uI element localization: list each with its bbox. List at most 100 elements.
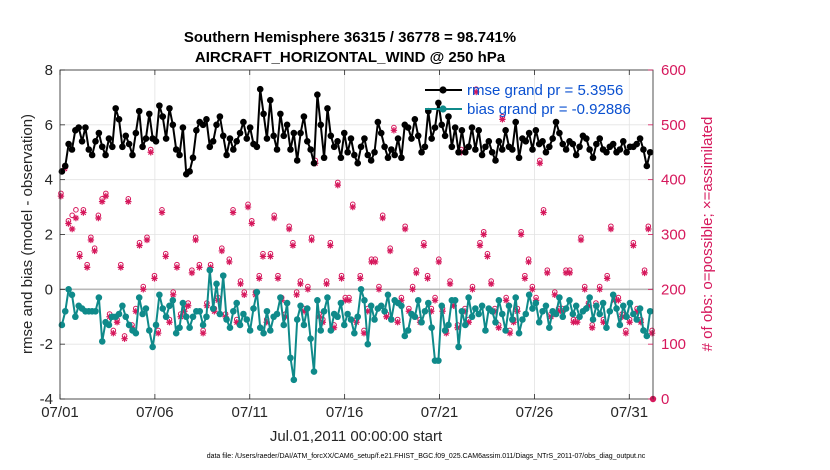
obs-assimilated-marker: [304, 286, 312, 293]
right-y-tick-label: 500: [661, 117, 686, 134]
bias-point: [582, 305, 590, 312]
bias-point: [206, 266, 214, 274]
obs-assimilated-marker: [132, 308, 139, 315]
obs-possible-marker: [69, 212, 75, 219]
rmse-point: [562, 146, 570, 153]
bias-point: [599, 299, 607, 307]
obs-assimilated-marker: [364, 308, 371, 315]
obs-assimilated-marker: [125, 198, 132, 205]
rmse-point: [596, 135, 604, 142]
rmse-point: [549, 135, 556, 142]
legend-rmse-label: rmse grand pr = 5.3956: [467, 82, 623, 99]
rmse-point: [428, 135, 435, 142]
rmse-point: [643, 162, 651, 170]
rmse-point: [616, 146, 624, 153]
obs-assimilated-marker: [379, 214, 386, 222]
bias-point: [451, 297, 459, 304]
obs-assimilated-marker: [199, 330, 207, 337]
obs-assimilated-marker: [300, 308, 308, 315]
bias-point: [458, 307, 466, 315]
x-tick-label: 07/16: [326, 404, 364, 421]
bias-point: [418, 318, 425, 326]
bias-point: [179, 299, 187, 307]
obs-assimilated-marker: [484, 253, 491, 260]
obs-assimilated-marker: [229, 209, 237, 216]
obs-assimilated-marker: [409, 286, 416, 293]
rmse-point: [277, 110, 284, 118]
rmse-point: [576, 143, 583, 151]
rmse-point: [394, 135, 402, 142]
bias-point: [344, 310, 351, 318]
rmse-point: [109, 143, 116, 151]
bias-point: [223, 316, 230, 323]
rmse-point: [361, 135, 368, 142]
bias-point: [293, 316, 301, 323]
bias-point: [616, 321, 624, 329]
left-y-axis-label: rmse and bias (model - observation): [19, 114, 36, 354]
rmse-point: [314, 91, 321, 98]
bias-point: [519, 316, 526, 323]
rmse-point: [525, 129, 533, 137]
rmse-point: [589, 154, 597, 162]
bias-point: [125, 321, 133, 329]
rmse-point: [569, 140, 577, 148]
left-y-tick-label: 8: [45, 62, 53, 79]
bias-point: [633, 316, 641, 323]
bias-point: [303, 305, 311, 312]
bias-point: [263, 307, 271, 315]
obs-assimilated-marker: [188, 269, 196, 277]
obs-assimilated-marker: [544, 269, 551, 277]
rmse-point: [65, 140, 72, 148]
rmse-point: [206, 143, 214, 151]
rmse-point: [156, 102, 163, 109]
obs-assimilated-marker: [622, 330, 630, 337]
rmse-point: [256, 85, 264, 93]
bias-point: [213, 280, 220, 288]
bias-point: [539, 307, 546, 315]
rmse-point: [498, 146, 506, 153]
rmse-point: [283, 121, 291, 129]
rmse-point: [236, 129, 244, 137]
obs-assimilated-marker: [184, 302, 192, 309]
bias-point: [401, 332, 409, 340]
bias-point: [307, 335, 314, 342]
obs-assimilated-marker: [289, 242, 297, 249]
bias-point: [428, 324, 435, 332]
rmse-point: [88, 151, 96, 159]
obs-assimilated-marker: [162, 253, 169, 260]
obs-assimilated-marker: [233, 319, 240, 326]
obs-assimilated-marker: [495, 324, 502, 331]
rmse-point: [556, 129, 563, 137]
left-y-tick-label: 0: [45, 281, 53, 298]
rmse-point: [300, 113, 308, 120]
right-y-tick-label: 0: [661, 391, 669, 408]
bias-point: [159, 305, 167, 312]
bias-point: [105, 321, 113, 329]
rmse-point: [465, 143, 472, 151]
bias-point: [535, 318, 543, 326]
obs-assimilated-marker: [476, 242, 484, 249]
x-tick-label: 07/11: [232, 404, 268, 421]
obs-assimilated-marker: [267, 253, 274, 260]
bias-point: [552, 310, 560, 318]
rmse-point: [307, 146, 314, 153]
rmse-point: [478, 151, 486, 159]
rmse-point: [253, 143, 261, 151]
x-axis-ticks: 07/01 07/06 07/11 07/16 07/21 07/26 07/31: [41, 70, 648, 421]
obs-assimilated-marker: [248, 220, 255, 227]
bias-point: [250, 305, 257, 312]
rmse-point: [122, 132, 130, 140]
obs-assimilated-marker: [345, 297, 353, 304]
bias-point: [495, 297, 503, 304]
bias-point: [636, 305, 644, 312]
bias-point: [468, 313, 476, 321]
obs-assimilated-marker: [166, 319, 173, 326]
rmse-point: [102, 151, 109, 159]
obs-assimilated-marker: [574, 319, 581, 326]
bias-point: [371, 316, 378, 323]
obs-assimilated-marker: [169, 291, 177, 299]
bias-point: [619, 302, 627, 310]
rmse-point: [408, 135, 415, 142]
bias-point: [609, 291, 617, 299]
